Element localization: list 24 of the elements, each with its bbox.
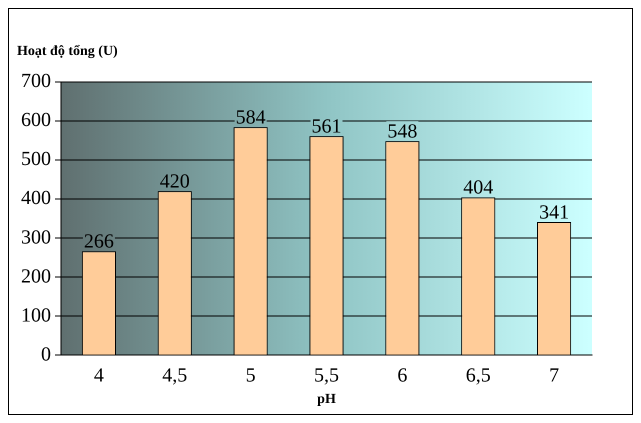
data-label: 266 xyxy=(84,230,114,253)
y-tick-label: 200 xyxy=(21,265,51,288)
data-label: 584 xyxy=(236,106,266,128)
x-tick-label: 6 xyxy=(397,364,408,386)
y-tick-label: 400 xyxy=(21,187,51,210)
x-tick-label: 5 xyxy=(246,364,256,386)
data-label: 420 xyxy=(160,170,190,192)
y-tick-label: 0 xyxy=(41,343,51,366)
y-axis-title: Hoạt độ tổng (U) xyxy=(17,44,118,60)
x-tick-label: 4,5 xyxy=(162,364,188,386)
x-tick-label: 4 xyxy=(94,364,104,386)
x-axis-title: pH xyxy=(317,392,336,408)
data-label: 548 xyxy=(387,120,418,142)
y-tick-label: 100 xyxy=(21,304,51,326)
y-tick-label: 600 xyxy=(21,109,51,132)
data-label: 341 xyxy=(539,201,570,224)
y-tick-label: 700 xyxy=(21,70,51,92)
x-tick-label: 5,5 xyxy=(314,364,339,386)
y-tick-label: 500 xyxy=(21,148,51,170)
x-tick-label: 6,5 xyxy=(466,364,491,386)
y-tick-label: 300 xyxy=(21,226,51,248)
x-tick-label: 7 xyxy=(549,364,560,386)
data-label: 404 xyxy=(463,176,494,199)
data-label: 561 xyxy=(312,115,342,138)
